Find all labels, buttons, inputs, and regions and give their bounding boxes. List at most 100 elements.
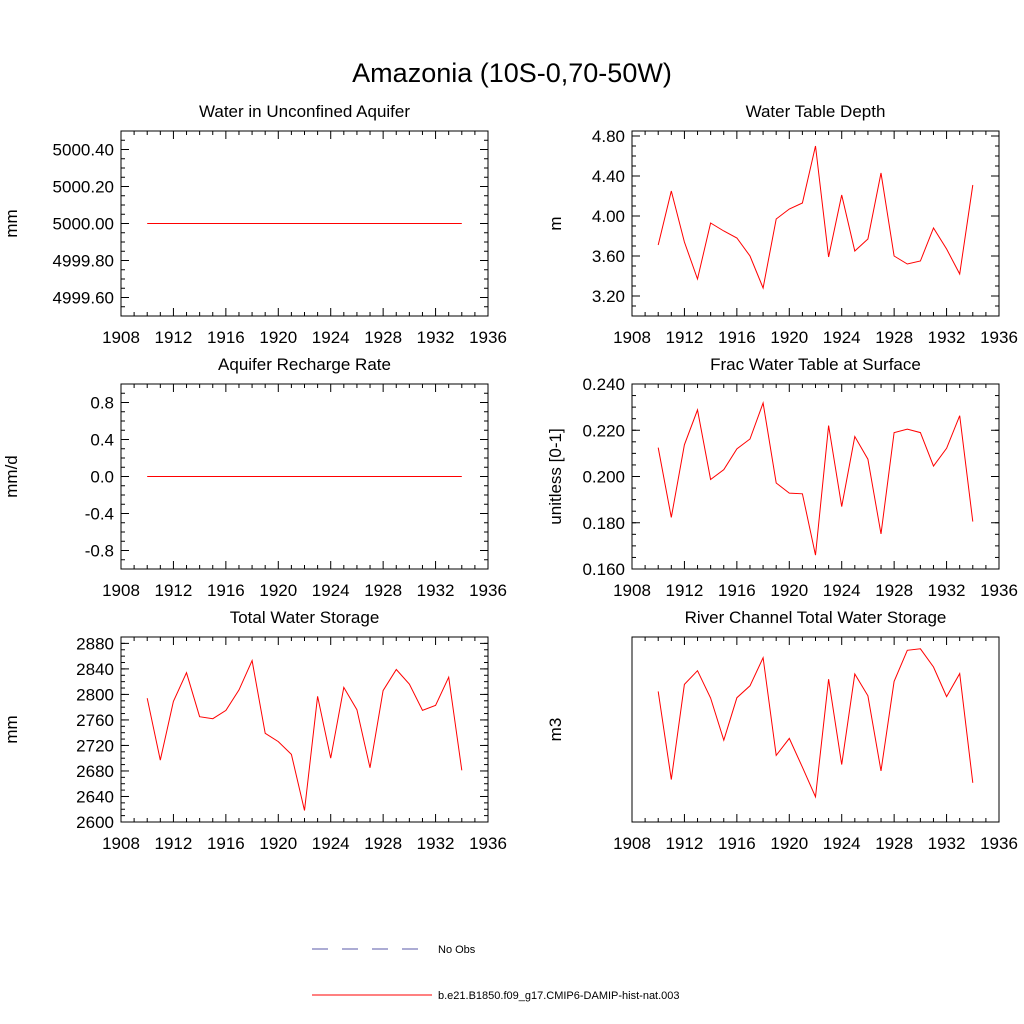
panel-title: Water Table Depth (746, 102, 886, 121)
x-tick-label: 1936 (469, 328, 507, 347)
plot-frame (631, 383, 1000, 570)
x-tick-label: 1924 (823, 581, 861, 600)
x-tick-label: 1936 (469, 834, 507, 853)
x-tick-label: 1928 (875, 328, 913, 347)
x-tick-label: 1932 (928, 581, 966, 600)
y-tick-label: 0.0 (90, 468, 114, 487)
y-tick-label: 5000.40 (53, 141, 114, 160)
y-axis-label: unitless [0-1] (546, 428, 565, 524)
x-tick-label: 1908 (102, 834, 140, 853)
x-tick-label: 1924 (312, 328, 350, 347)
x-tick-label: 1908 (102, 581, 140, 600)
x-tick-label: 1916 (718, 328, 756, 347)
panel-title: Aquifer Recharge Rate (218, 355, 391, 374)
x-tick-label: 1928 (875, 834, 913, 853)
y-tick-label: 2680 (76, 762, 114, 781)
y-tick-label: 0.200 (582, 468, 625, 487)
plot-frame (120, 636, 489, 823)
x-tick-label: 1920 (770, 581, 808, 600)
legend-obs-label: No Obs (438, 944, 476, 956)
y-tick-label: 2840 (76, 660, 114, 679)
x-tick-label: 1920 (259, 581, 297, 600)
panel-title: Total Water Storage (230, 608, 380, 627)
panel-title: Frac Water Table at Surface (710, 355, 921, 374)
x-tick-label: 1924 (823, 328, 861, 347)
series-line (657, 648, 974, 799)
x-tick-label: 1936 (469, 581, 507, 600)
x-tick-label: 1920 (259, 328, 297, 347)
y-tick-label: 3.60 (592, 247, 625, 266)
y-tick-label: 2600 (76, 813, 114, 832)
y-tick-label: 0.220 (582, 421, 625, 440)
y-tick-label: 2880 (76, 634, 114, 653)
x-tick-label: 1924 (312, 581, 350, 600)
y-tick-label: 4.40 (592, 167, 625, 186)
y-axis-label: m3 (546, 718, 565, 742)
x-tick-label: 1916 (207, 834, 245, 853)
x-tick-label: 1912 (666, 834, 704, 853)
x-tick-label: 1920 (259, 834, 297, 853)
x-tick-label: 1932 (417, 328, 455, 347)
x-tick-label: 1928 (364, 581, 402, 600)
x-tick-label: 1908 (613, 328, 651, 347)
y-tick-label: 2800 (76, 685, 114, 704)
y-tick-label: 0.180 (582, 514, 625, 533)
legend-model-label: b.e21.B1850.f09_g17.CMIP6-DAMIP-hist-nat… (438, 990, 680, 1002)
chart-panel: Frac Water Table at Surface 1908 1912 1916 1… (546, 355, 1018, 600)
y-tick-label: 5000.00 (53, 215, 114, 234)
y-tick-label: -0.4 (85, 505, 114, 524)
x-tick-label: 1920 (770, 328, 808, 347)
y-tick-label: 5000.20 (53, 178, 114, 197)
x-tick-label: 1912 (155, 834, 193, 853)
x-tick-label: 1916 (718, 834, 756, 853)
y-tick-label: 2720 (76, 736, 114, 755)
x-tick-label: 1908 (613, 834, 651, 853)
x-tick-label: 1924 (823, 834, 861, 853)
y-tick-label: 4999.60 (53, 289, 114, 308)
panel-title: River Channel Total Water Storage (685, 608, 947, 627)
x-tick-label: 1924 (312, 834, 350, 853)
chart-panel: River Channel Total Water Storage 1908 191… (546, 608, 1018, 853)
x-tick-label: 1912 (666, 581, 704, 600)
series-line (657, 145, 974, 290)
x-tick-label: 1932 (417, 581, 455, 600)
y-tick-label: 0.240 (582, 375, 625, 394)
chart-panel: Total Water Storage 1908 1912 1916 1920 1924 1… (2, 608, 507, 853)
y-tick-label: 2640 (76, 787, 114, 806)
y-axis-label: mm (2, 209, 21, 237)
series-line (146, 658, 463, 811)
x-tick-label: 1908 (102, 328, 140, 347)
x-tick-label: 1912 (666, 328, 704, 347)
y-tick-label: 4.80 (592, 127, 625, 146)
panels: Water in Unconfined Aquifer 1908 1912 1916 1… (2, 102, 1018, 853)
x-tick-label: 1932 (417, 834, 455, 853)
y-tick-label: 0.160 (582, 560, 625, 579)
x-tick-label: 1912 (155, 581, 193, 600)
x-tick-label: 1916 (207, 328, 245, 347)
plot-frame (631, 130, 1000, 317)
y-axis-label: mm (2, 715, 21, 743)
y-tick-label: 0.4 (90, 431, 114, 450)
y-tick-label: 2760 (76, 711, 114, 730)
y-tick-label: 3.20 (592, 287, 625, 306)
x-tick-label: 1920 (770, 834, 808, 853)
x-tick-label: 1932 (928, 328, 966, 347)
legend: No Obs b.e21.B1850.f09_g17.CMIP6-DAMIP-h… (312, 944, 680, 1002)
x-tick-label: 1912 (155, 328, 193, 347)
x-tick-label: 1916 (207, 581, 245, 600)
x-tick-label: 1916 (718, 581, 756, 600)
chart-panel: Water Table Depth 1908 1912 1916 1920 1924 192… (546, 102, 1018, 347)
y-tick-label: -0.8 (85, 542, 114, 561)
y-tick-label: 4999.80 (53, 252, 114, 271)
y-tick-label: 0.8 (90, 394, 114, 413)
x-tick-label: 1936 (980, 328, 1018, 347)
x-tick-label: 1928 (364, 834, 402, 853)
x-tick-label: 1928 (364, 328, 402, 347)
y-tick-label: 4.00 (592, 207, 625, 226)
series-line (657, 401, 974, 556)
panel-title: Water in Unconfined Aquifer (199, 102, 410, 121)
x-tick-label: 1936 (980, 581, 1018, 600)
y-axis-label: mm/d (2, 455, 21, 498)
x-tick-label: 1936 (980, 834, 1018, 853)
